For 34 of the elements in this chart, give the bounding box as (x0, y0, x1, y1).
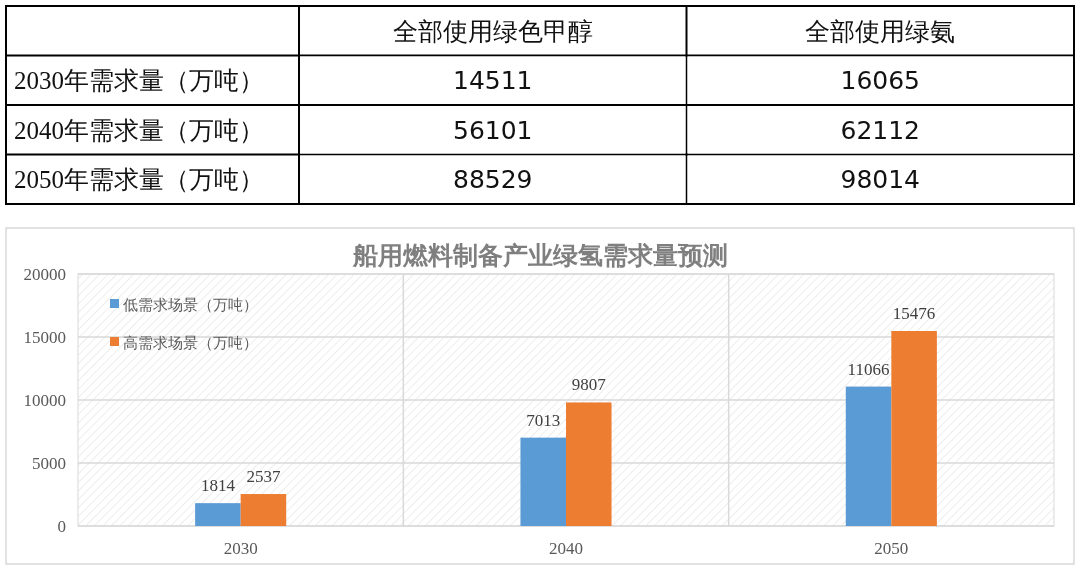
y-tick-label: 20000 (23, 265, 66, 284)
data-label: 62112 (840, 115, 921, 145)
x-tick-label: 全部使用绿色甲醇 (392, 16, 593, 46)
y-tick-label: 2040年需求量（万吨） (14, 116, 264, 144)
data-label: 16065 (840, 66, 921, 96)
bar (240, 494, 287, 526)
data-label: 98014 (840, 165, 921, 195)
bar (845, 386, 892, 526)
data-label: 2537 (246, 467, 281, 487)
bar (520, 437, 566, 526)
data-label: 56101 (452, 115, 533, 145)
chart-title: 船用燃料制备产业绿氢需求量预测 (351, 241, 728, 270)
legend-label: 低需求场景（万吨） (123, 296, 258, 314)
data-label: 88529 (452, 165, 533, 195)
y-tick-label: 2030年需求量（万吨） (14, 67, 264, 95)
y-tick-label: 10000 (23, 391, 66, 410)
data-label: 15476 (892, 304, 936, 323)
data-label: 7013 (526, 410, 561, 430)
data-label: 11066 (847, 359, 890, 379)
bar (195, 503, 241, 526)
y-tick-label: 5000 (32, 454, 66, 473)
data-label: 14511 (452, 66, 533, 96)
x-tick-label: 2030 (223, 539, 258, 558)
bar (891, 331, 937, 526)
y-tick-label: 15000 (23, 328, 66, 347)
bar (566, 402, 612, 526)
y-tick-label: 2050年需求量（万吨） (14, 166, 264, 194)
data-label: 9807 (571, 375, 607, 395)
legend-label: 高需求场景（万吨） (123, 334, 258, 352)
x-tick-label: 2050 (874, 539, 909, 558)
x-tick-label: 2040 (549, 539, 583, 558)
y-tick-label: 0 (57, 517, 66, 536)
data-label: 1814 (200, 476, 236, 496)
x-tick-label: 全部使用绿氨 (805, 16, 956, 46)
